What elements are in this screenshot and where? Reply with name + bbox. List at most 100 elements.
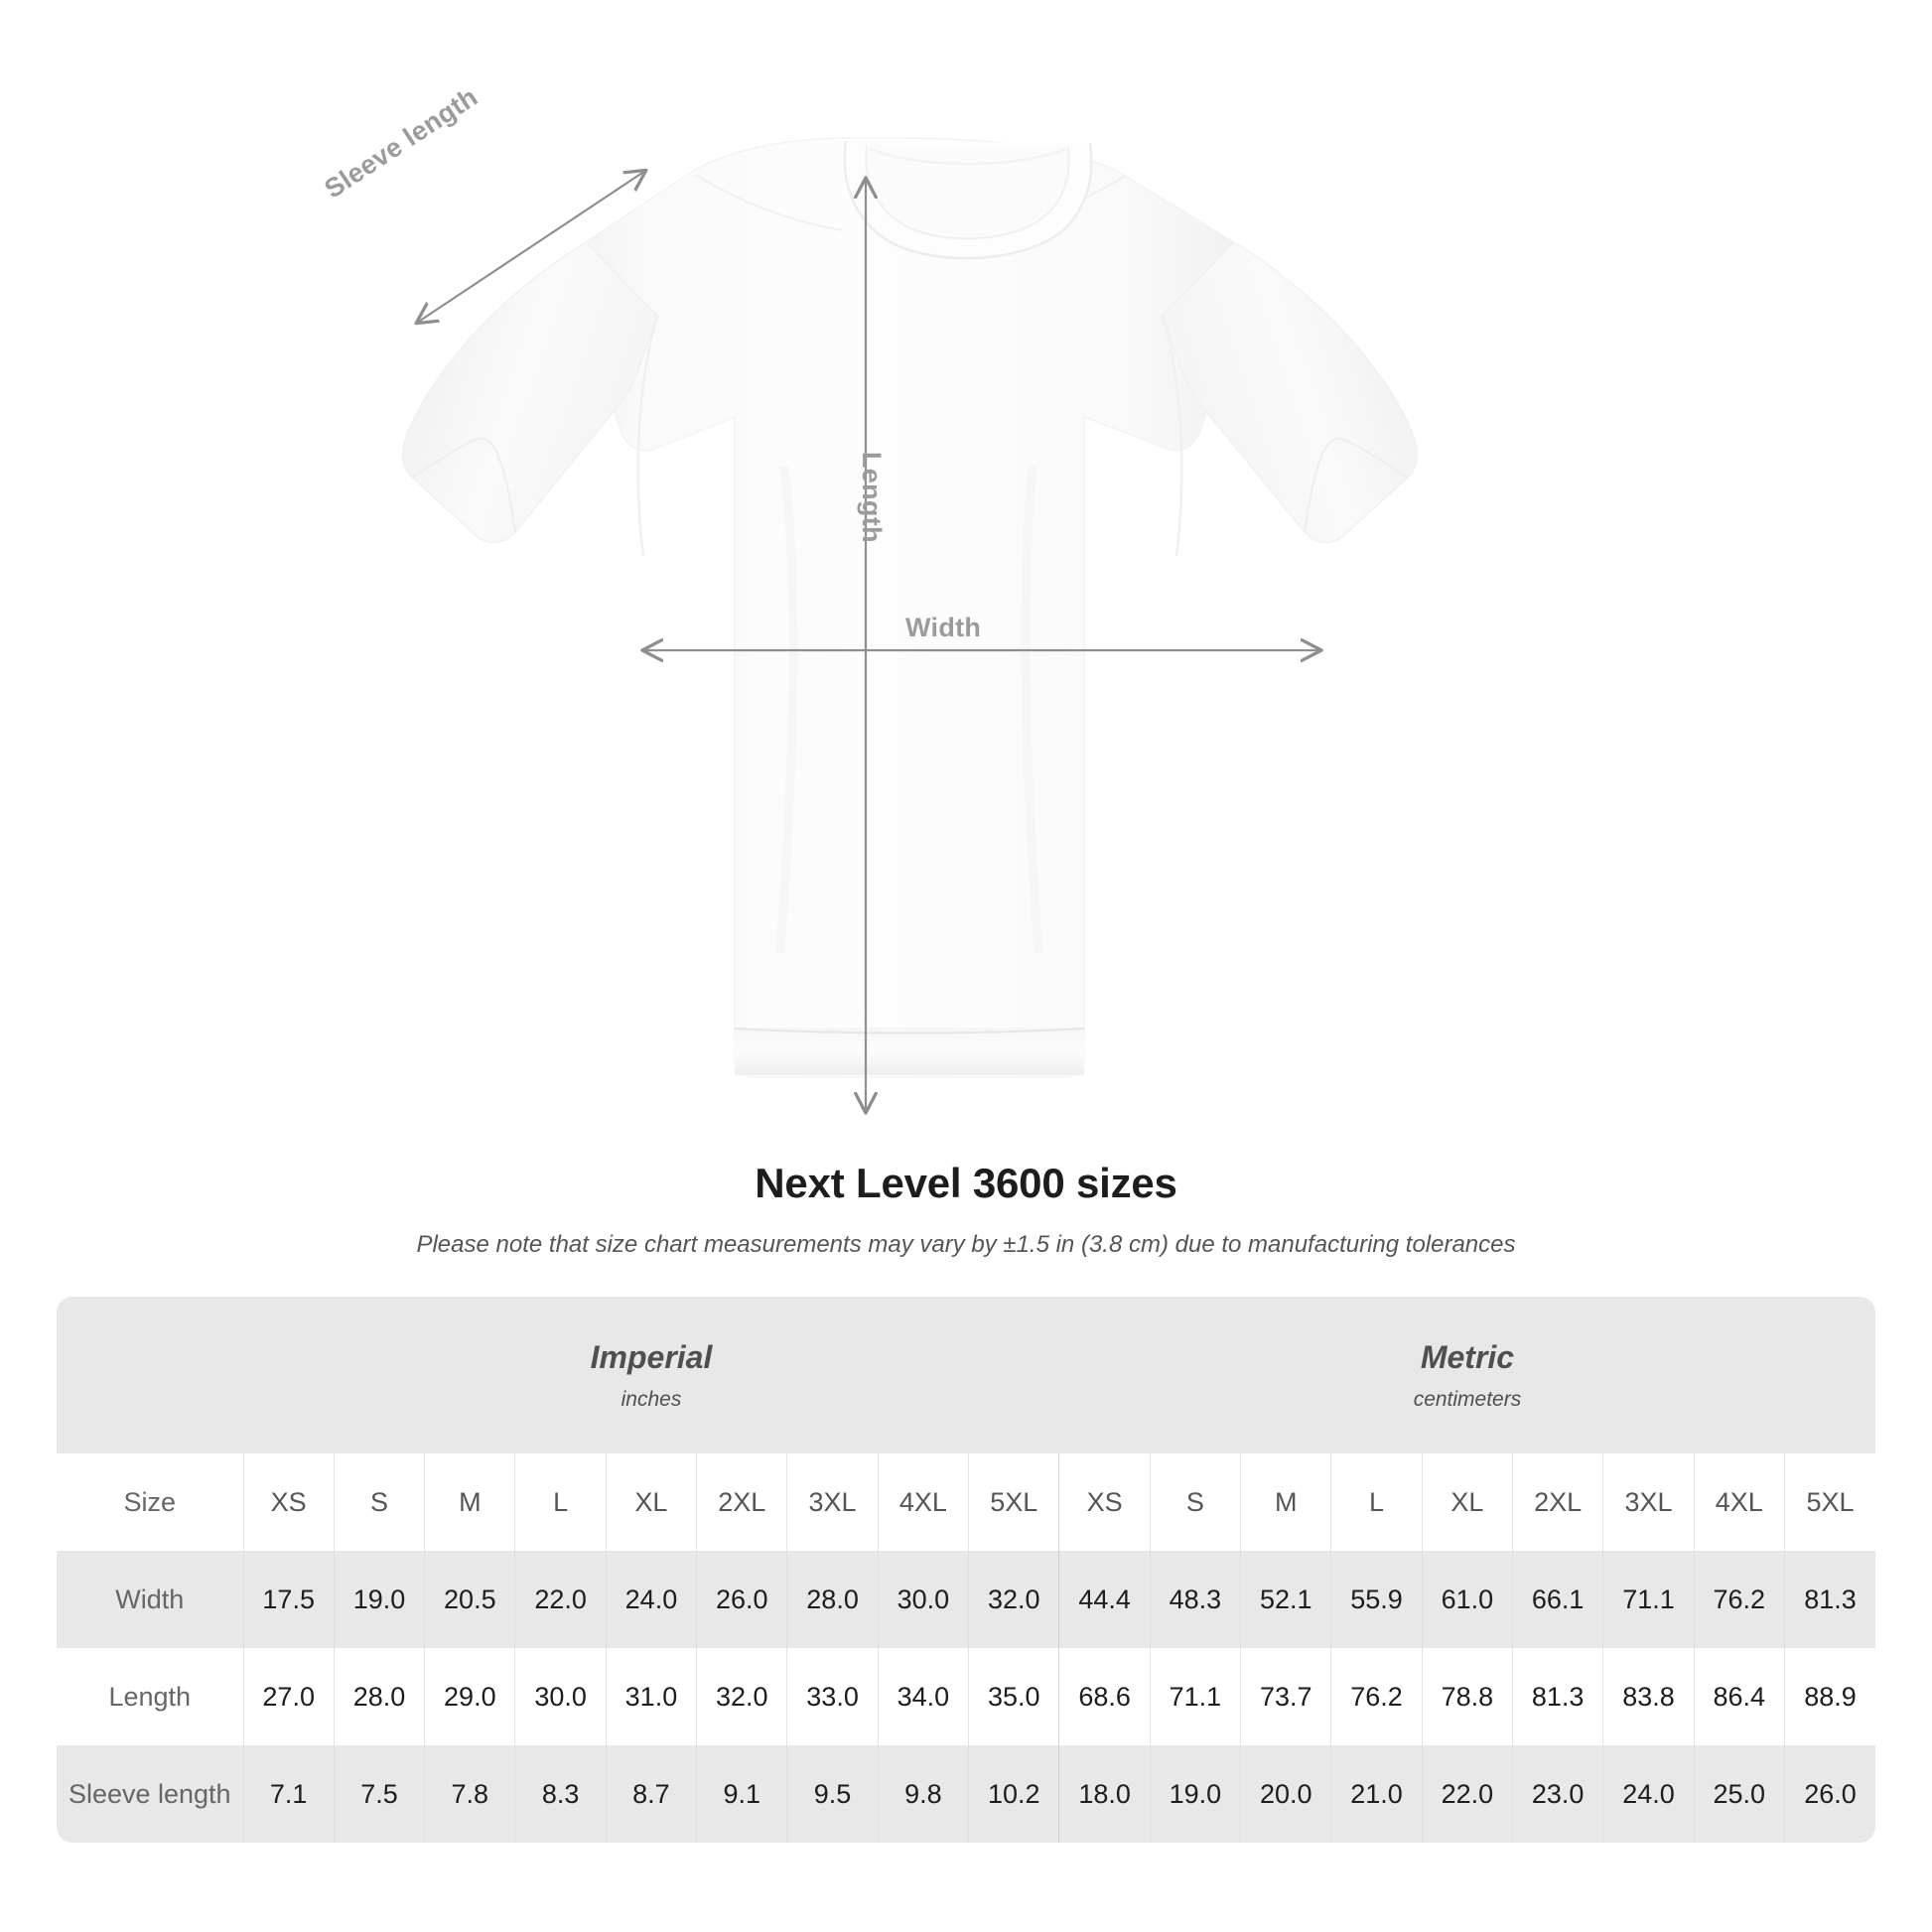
cell-length-imperial-3xl: 33.0 <box>786 1648 879 1745</box>
cell-width-imperial-s: 19.0 <box>333 1551 425 1648</box>
cell-width-imperial-xl: 24.0 <box>605 1551 697 1648</box>
unit-name-imperial: Imperial <box>590 1339 713 1376</box>
size-col-metric-m: M <box>1240 1453 1331 1551</box>
cell-length-metric-s: 71.1 <box>1149 1648 1241 1745</box>
size-header-row: Size XS S M L XL 2XL 3XL 4XL 5XL XS S M … <box>57 1453 1875 1551</box>
size-col-imperial-2xl: 2XL <box>696 1453 787 1551</box>
cell-width-metric-4xl: 76.2 <box>1693 1551 1785 1648</box>
size-col-metric-4xl: 4XL <box>1693 1453 1785 1551</box>
length-label: Length <box>857 452 887 543</box>
cell-length-imperial-4xl: 34.0 <box>877 1648 969 1745</box>
unit-section-metric: Metric centimeters <box>1059 1297 1875 1453</box>
tshirt-sleeve-left <box>402 241 658 543</box>
unit-name-metric: Metric <box>1420 1339 1515 1376</box>
size-col-imperial-m: M <box>424 1453 515 1551</box>
cell-sleeve-imperial-4xl: 9.8 <box>877 1745 969 1843</box>
size-chart-table-wrap: Imperial inches Metric centimeters Size … <box>57 1297 1875 1843</box>
cell-width-metric-2xl: 66.1 <box>1511 1551 1603 1648</box>
cell-sleeve-imperial-xl: 8.7 <box>605 1745 697 1843</box>
unit-sub-metric: centimeters <box>1413 1387 1522 1411</box>
row-label-length: Length <box>108 1681 192 1712</box>
size-chart-table: Imperial inches Metric centimeters Size … <box>57 1297 1875 1843</box>
armhole-seam-left <box>636 315 659 557</box>
unit-band-spacer <box>57 1297 243 1453</box>
cell-width-imperial-3xl: 28.0 <box>786 1551 879 1648</box>
cell-width-metric-xs: 44.4 <box>1058 1551 1151 1648</box>
cell-sleeve-imperial-2xl: 9.1 <box>696 1745 787 1843</box>
size-col-metric-5xl: 5XL <box>1783 1453 1875 1551</box>
page-title: Next Level 3600 sizes <box>755 1160 1177 1206</box>
cell-length-imperial-xl: 31.0 <box>605 1648 697 1745</box>
cell-sleeve-imperial-3xl: 9.5 <box>786 1745 879 1843</box>
table-row-width: Width 17.5 19.0 20.5 22.0 24.0 26.0 28.0… <box>57 1551 1875 1648</box>
cell-length-imperial-xs: 27.0 <box>242 1648 335 1745</box>
cell-width-imperial-m: 20.5 <box>424 1551 515 1648</box>
cell-length-metric-l: 76.2 <box>1330 1648 1423 1745</box>
cell-length-metric-xs: 68.6 <box>1058 1648 1151 1745</box>
cell-sleeve-metric-xs: 18.0 <box>1058 1745 1151 1843</box>
tshirt-body <box>565 137 1255 1078</box>
size-col-imperial-s: S <box>333 1453 425 1551</box>
fabric-fold-1 <box>775 466 798 954</box>
cell-length-metric-2xl: 81.3 <box>1511 1648 1603 1745</box>
sleeve-length-arrow <box>417 171 645 323</box>
size-col-metric-2xl: 2XL <box>1511 1453 1603 1551</box>
cell-width-imperial-l: 22.0 <box>514 1551 607 1648</box>
width-label: Width <box>905 613 982 642</box>
cell-width-imperial-4xl: 30.0 <box>877 1551 969 1648</box>
tolerance-note: Please note that size chart measurements… <box>416 1231 1516 1259</box>
cell-sleeve-metric-xl: 22.0 <box>1421 1745 1513 1843</box>
cell-length-metric-5xl: 88.9 <box>1783 1648 1875 1745</box>
cell-length-imperial-m: 29.0 <box>424 1648 515 1745</box>
cell-length-metric-m: 73.7 <box>1240 1648 1331 1745</box>
cell-length-imperial-s: 28.0 <box>333 1648 425 1745</box>
unit-band-row: Imperial inches Metric centimeters <box>57 1297 1875 1453</box>
armhole-seam-right <box>1161 315 1183 557</box>
cell-sleeve-imperial-m: 7.8 <box>424 1745 515 1843</box>
sleeve-hem-right <box>1304 437 1409 533</box>
size-col-imperial-3xl: 3XL <box>786 1453 879 1551</box>
cell-width-metric-l: 55.9 <box>1330 1551 1423 1648</box>
cell-sleeve-metric-5xl: 26.0 <box>1783 1745 1875 1843</box>
cell-width-metric-3xl: 71.1 <box>1602 1551 1695 1648</box>
cell-sleeve-metric-4xl: 25.0 <box>1693 1745 1785 1843</box>
size-col-metric-s: S <box>1149 1453 1241 1551</box>
table-row-sleeve-length: Sleeve length 7.1 7.5 7.8 8.3 8.7 9.1 9.… <box>57 1745 1875 1843</box>
cell-width-metric-xl: 61.0 <box>1421 1551 1513 1648</box>
cell-sleeve-imperial-xs: 7.1 <box>242 1745 335 1843</box>
cell-length-imperial-2xl: 32.0 <box>696 1648 787 1745</box>
cell-sleeve-imperial-s: 7.5 <box>333 1745 425 1843</box>
cell-length-metric-4xl: 86.4 <box>1693 1648 1785 1745</box>
cell-width-imperial-2xl: 26.0 <box>696 1551 787 1648</box>
cell-length-metric-3xl: 83.8 <box>1602 1648 1695 1745</box>
cell-width-metric-m: 52.1 <box>1240 1551 1331 1648</box>
fabric-fold-2 <box>1021 466 1043 954</box>
cell-length-metric-xl: 78.8 <box>1421 1648 1513 1745</box>
size-col-metric-l: L <box>1330 1453 1423 1551</box>
cell-sleeve-metric-l: 21.0 <box>1330 1745 1423 1843</box>
cell-sleeve-metric-m: 20.0 <box>1240 1745 1331 1843</box>
size-col-imperial-xs: XS <box>242 1453 335 1551</box>
hem-stitch <box>734 1028 1085 1035</box>
size-col-metric-3xl: 3XL <box>1602 1453 1695 1551</box>
table-row-length: Length 27.0 28.0 29.0 30.0 31.0 32.0 33.… <box>57 1648 1875 1745</box>
cell-width-metric-5xl: 81.3 <box>1783 1551 1875 1648</box>
tshirt-diagram: Sleeve length Length Width <box>319 81 1418 1152</box>
size-col-imperial-5xl: 5XL <box>968 1453 1059 1551</box>
cell-sleeve-metric-3xl: 24.0 <box>1602 1745 1695 1843</box>
size-col-imperial-l: L <box>514 1453 607 1551</box>
size-col-imperial-4xl: 4XL <box>877 1453 969 1551</box>
bottom-hem <box>735 1028 1084 1075</box>
unit-sub-imperial: inches <box>621 1387 682 1411</box>
size-col-metric-xl: XL <box>1421 1453 1513 1551</box>
cell-width-imperial-5xl: 32.0 <box>968 1551 1059 1648</box>
size-header-label: Size <box>123 1486 177 1517</box>
cell-length-imperial-l: 30.0 <box>514 1648 607 1745</box>
tshirt-illustration <box>402 137 1418 1152</box>
neck-tape <box>869 147 1066 166</box>
cell-sleeve-imperial-l: 8.3 <box>514 1745 607 1843</box>
shoulder-seam-left <box>694 174 843 231</box>
cell-sleeve-metric-s: 19.0 <box>1149 1745 1241 1843</box>
cell-sleeve-imperial-5xl: 10.2 <box>968 1745 1059 1843</box>
size-col-metric-xs: XS <box>1058 1453 1151 1551</box>
